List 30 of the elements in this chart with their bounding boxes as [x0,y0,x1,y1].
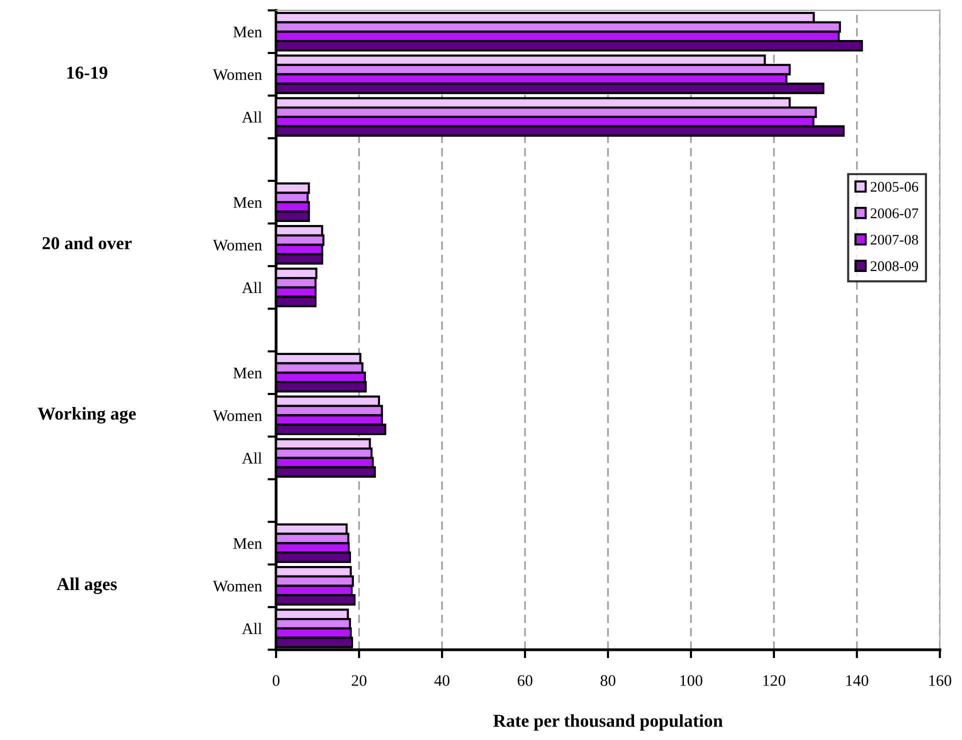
y-tick-label: Women [212,69,262,80]
legend-label: 2007-08 [870,234,918,245]
text: All ages [56,578,117,594]
legend-label: 2008-09 [870,261,918,272]
y-tick-label: Men [233,368,262,378]
x-tick-label: 100 [680,675,702,686]
x-tick-label: 0 [272,675,280,686]
text: Working age [38,407,136,424]
legend-label: 2005-06 [870,182,918,192]
y-tick-label: Women [212,410,262,422]
y-tick-label: All [242,452,262,464]
x-tick-label: 60 [518,675,532,686]
y-tick-label: All [242,111,262,122]
y-tick-label: Men [233,26,262,38]
x-tick-label: 120 [763,675,786,686]
y-tick-label: Men [233,538,262,549]
x-tick-label: 140 [846,675,868,686]
x-tick-label: 40 [434,675,450,686]
legend-label: 2006-07 [870,208,918,218]
y-tick-label: Men [233,197,262,208]
x-tick-label: 160 [929,675,952,686]
y-tick-label: Women [212,580,262,592]
text: 20 and over [42,236,132,250]
x-tick-label: 20 [352,675,366,686]
x-axis-title: Rate per thousand population [493,714,723,731]
text: 16-19 [67,66,108,79]
y-tick-label: All [242,622,262,634]
y-tick-label: All [242,282,262,293]
x-tick-label: 80 [600,675,616,686]
y-tick-label: Women [212,240,262,251]
